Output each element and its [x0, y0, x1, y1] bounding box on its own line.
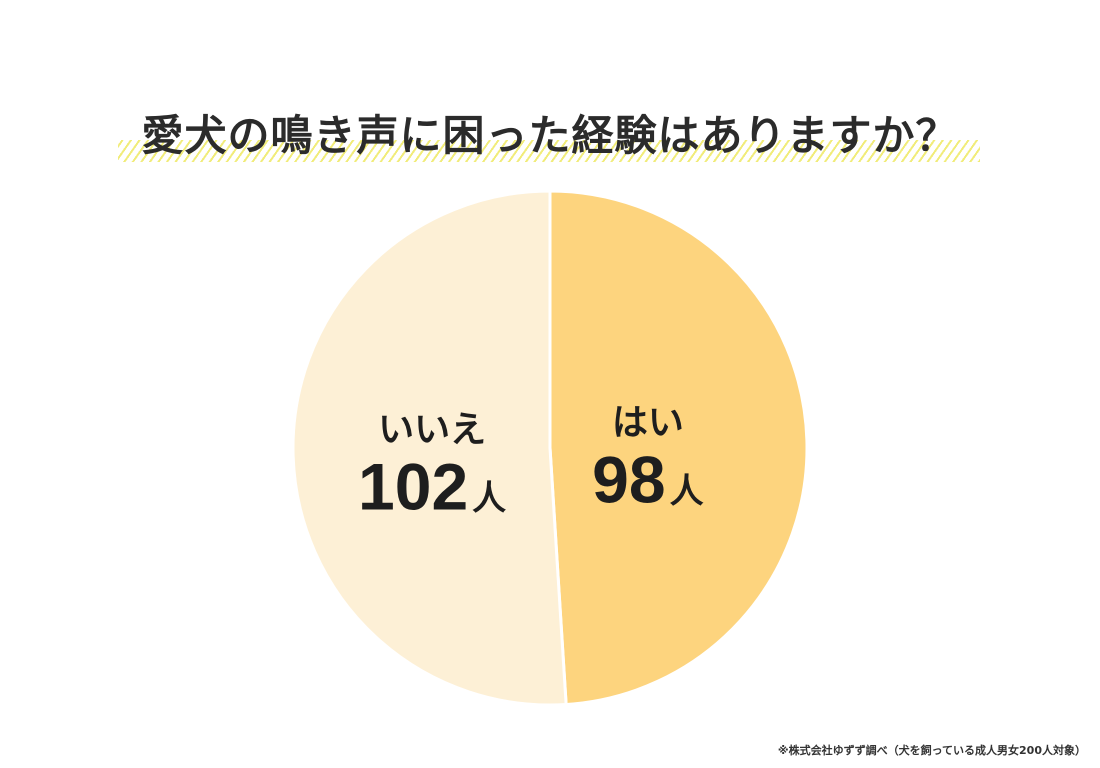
slice-value-0: 98 人: [592, 443, 703, 517]
chart-title-block: 愛犬の鳴き声に困った経験はありますか？: [0, 100, 1100, 170]
slice-value-1: 102 人: [358, 449, 506, 523]
slice-label-1: いいえ: [378, 408, 486, 449]
pie-slices: [291, 189, 809, 707]
title-highlight-hatch: [118, 140, 980, 162]
pie-slice-1: [291, 189, 568, 707]
slice-label-0: はい: [612, 402, 684, 443]
pie-slice-0: [548, 189, 809, 706]
chart-title: 愛犬の鳴き声に困った経験はありますか？: [141, 111, 959, 160]
source-footnote: ※株式会社ゆずず調べ（犬を飼っている成人男女200人対象）: [777, 744, 1086, 757]
